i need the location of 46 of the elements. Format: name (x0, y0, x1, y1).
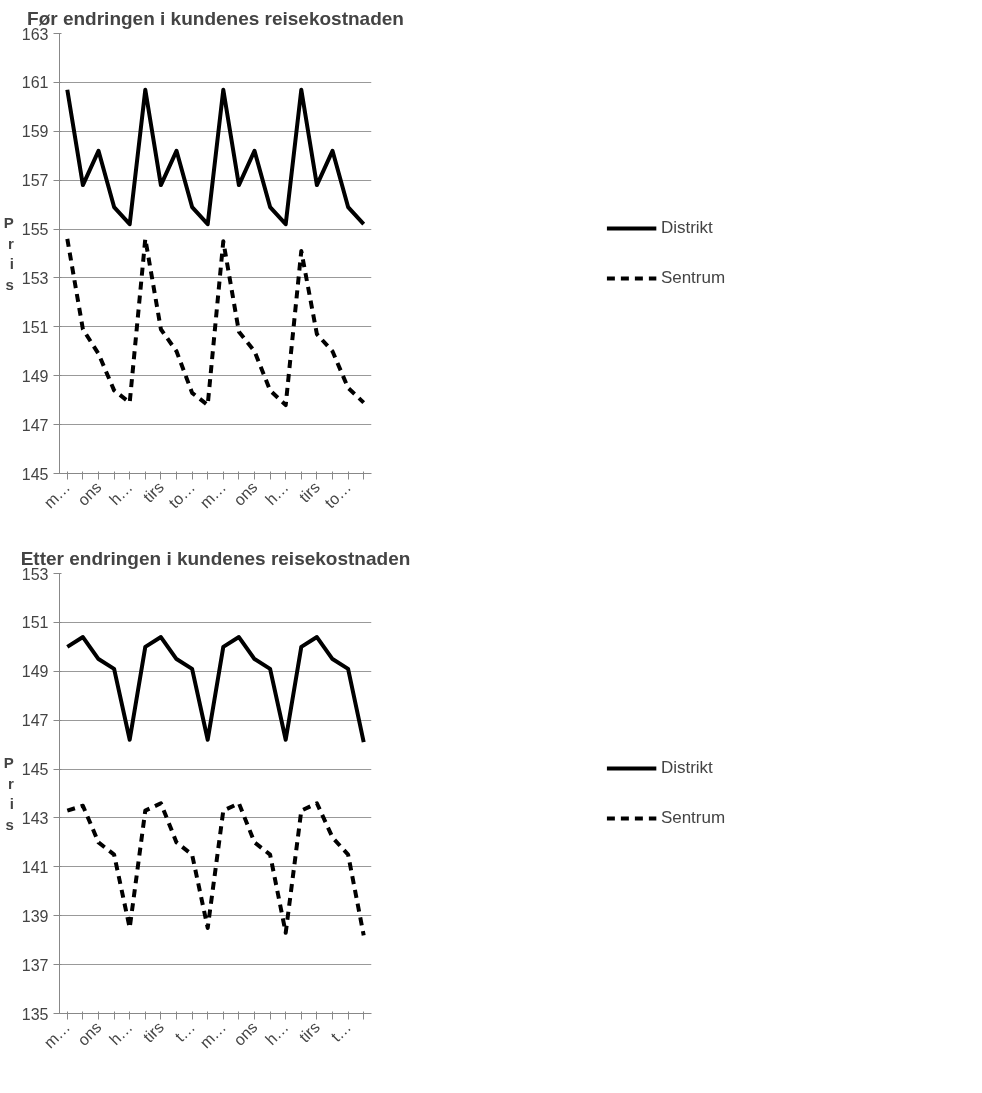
x-tick-label: m… (196, 1018, 230, 1052)
y-tick-label: 161 (21, 74, 49, 92)
x-tick-label: ons (74, 478, 105, 509)
y-axis-title: Pris (3, 214, 14, 293)
x-tick-label: to… (165, 478, 199, 512)
y-tick-label: 153 (21, 269, 49, 287)
y-tick-label: 157 (21, 172, 49, 190)
line-series (65, 801, 366, 938)
x-tick-label: ons (230, 478, 261, 509)
y-tick-label: 147 (21, 712, 49, 730)
line-series (65, 635, 366, 745)
y-tick-label: 137 (21, 956, 49, 974)
x-tick-label: h… (262, 478, 292, 509)
x-tick-label: tirs (139, 478, 167, 506)
x-tick-label: tirs (295, 1018, 323, 1046)
y-tick-label: 159 (21, 123, 49, 141)
y-axis-title: Pris (3, 754, 14, 833)
x-tick-label: h… (106, 478, 136, 509)
y-tick-label: 151 (21, 614, 49, 632)
y-tick-label: 141 (21, 858, 49, 876)
line-series (65, 236, 366, 408)
y-tick-label: 139 (21, 907, 49, 925)
x-tick-label: t… (171, 1018, 199, 1045)
x-tick-label: h… (106, 1018, 136, 1049)
x-tick-label: m… (196, 478, 230, 512)
x-tick-label: ons (74, 1018, 105, 1049)
legend-label: Distrikt (660, 218, 713, 238)
x-tick-label: h… (262, 1018, 292, 1049)
x-tick-label: tirs (139, 1018, 167, 1046)
x-tick-label: to… (321, 478, 355, 512)
x-tick-label: ons (230, 1018, 261, 1049)
y-tick-label: 145 (21, 465, 49, 483)
x-tick-label: t… (327, 1018, 355, 1045)
legend-label: Sentrum (660, 808, 726, 828)
y-tick-label: 149 (21, 663, 49, 681)
line-series (65, 87, 366, 227)
y-tick-label: 147 (21, 416, 49, 434)
y-tick-label: 143 (21, 809, 49, 827)
legend-label: Distrikt (660, 758, 713, 778)
legend-label: Sentrum (660, 268, 726, 288)
y-tick-label: 155 (21, 221, 49, 239)
y-tick-label: 145 (21, 761, 49, 779)
y-tick-label: 149 (21, 367, 49, 385)
y-tick-label: 151 (21, 318, 49, 336)
x-tick-label: tirs (295, 478, 323, 506)
y-tick-label: 135 (21, 1005, 49, 1023)
